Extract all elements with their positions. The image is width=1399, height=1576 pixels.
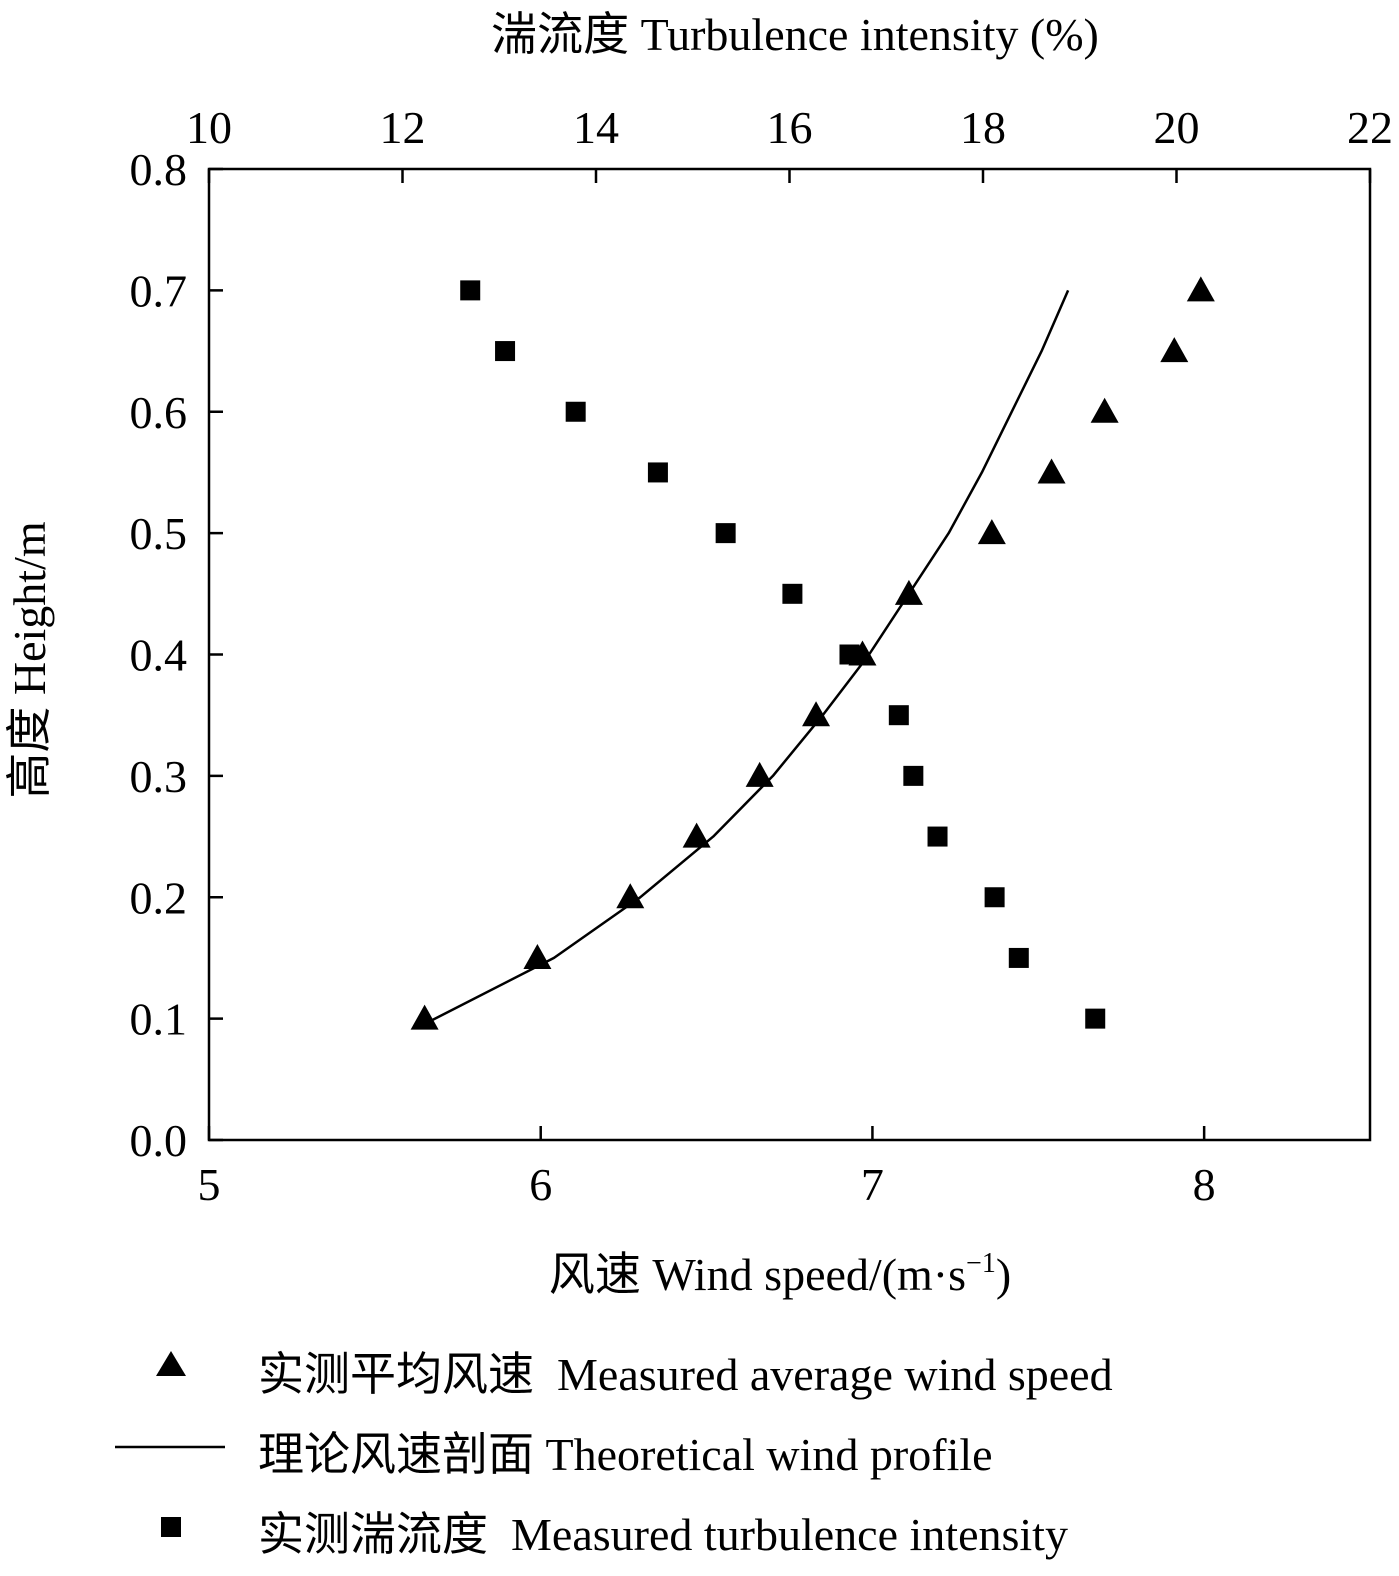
wind-speed-point — [616, 883, 645, 909]
turbulence-point — [1085, 1008, 1106, 1029]
y-tick-label: 0.4 — [130, 630, 188, 681]
y-axis-label: 高度 Height/m — [4, 521, 55, 798]
turbulence-point — [903, 765, 924, 786]
turbulence-point — [565, 401, 586, 422]
turbulence-point — [715, 523, 736, 544]
x-axis-label-main: 风速 Wind speed/(m·s — [549, 1249, 966, 1300]
legend-label-turbulence: 实测湍流度 Measured turbulence intensity — [258, 1509, 1068, 1560]
x-tick-label: 5 — [198, 1159, 221, 1210]
theoretical-profile-line — [427, 289, 1070, 1024]
wind-speed-point — [977, 519, 1006, 545]
wind-speed-point — [682, 822, 711, 848]
turbulence-point — [839, 644, 860, 665]
x-axis-label-sup: −1 — [966, 1248, 996, 1279]
turbulence-point — [927, 826, 948, 847]
y-tick-label: 0.0 — [130, 1115, 188, 1166]
wind-speed-point — [1160, 337, 1189, 363]
x-tick-label: 8 — [1193, 1159, 1216, 1210]
wind-speed-point — [1037, 458, 1066, 484]
x2-axis-label: 湍流度 Turbulence intensity (%) — [491, 9, 1099, 60]
y-tick-label: 0.5 — [130, 508, 188, 559]
axes: 5 6 7 8 10 12 14 16 18 20 22 0.0 0.1 0.2 0.3 0.4 0.5 0.6 0… — [130, 102, 1394, 1210]
x-axis-label: 风速 Wind speed/(m·s−1) — [549, 1248, 1011, 1300]
legend: 实测平均风速 Measured average wind speed 理论风速剖… — [115, 1349, 1113, 1560]
wind-speed-point — [1090, 397, 1119, 423]
x2-tick-label: 14 — [573, 102, 619, 153]
y-tick-label: 0.7 — [130, 265, 188, 316]
y-tick-label: 0.1 — [130, 994, 188, 1045]
turbulence-point — [647, 462, 668, 483]
x2-tick-label: 12 — [380, 102, 426, 153]
legend-label-profile: 理论风速剖面 Theoretical wind profile — [258, 1429, 993, 1480]
wind-speed-point — [802, 701, 831, 727]
turbulence-point — [984, 887, 1005, 908]
x2-tick-label: 16 — [767, 102, 813, 153]
wind-speed-point — [410, 1004, 439, 1030]
turbulence-point — [495, 341, 516, 362]
wind-speed-point — [1186, 276, 1215, 302]
wind-speed-point — [745, 761, 774, 787]
plot-frame — [207, 167, 1372, 1142]
legend-triangle-marker — [156, 1351, 186, 1376]
x-tick-label: 7 — [861, 1159, 884, 1210]
x2-tick-label: 18 — [960, 102, 1006, 153]
turbulence-point — [460, 280, 481, 301]
x-axis-label-end: ) — [996, 1249, 1011, 1300]
marks — [410, 276, 1215, 1030]
y-tick-label: 0.2 — [130, 872, 188, 923]
y-tick-label: 0.6 — [130, 387, 188, 438]
x-tick-label: 6 — [529, 1159, 552, 1210]
x2-tick-label: 20 — [1154, 102, 1200, 153]
legend-label-wind: 实测平均风速 Measured average wind speed — [258, 1349, 1113, 1400]
turbulence-point — [888, 705, 909, 726]
turbulence-point — [1008, 947, 1029, 968]
x2-tick-label: 10 — [186, 102, 232, 153]
x2-tick-label: 22 — [1347, 102, 1393, 153]
turbulence-point — [782, 583, 803, 604]
legend-square-marker — [161, 1517, 181, 1537]
y-tick-label: 0.8 — [130, 144, 188, 195]
y-tick-label: 0.3 — [130, 751, 188, 802]
